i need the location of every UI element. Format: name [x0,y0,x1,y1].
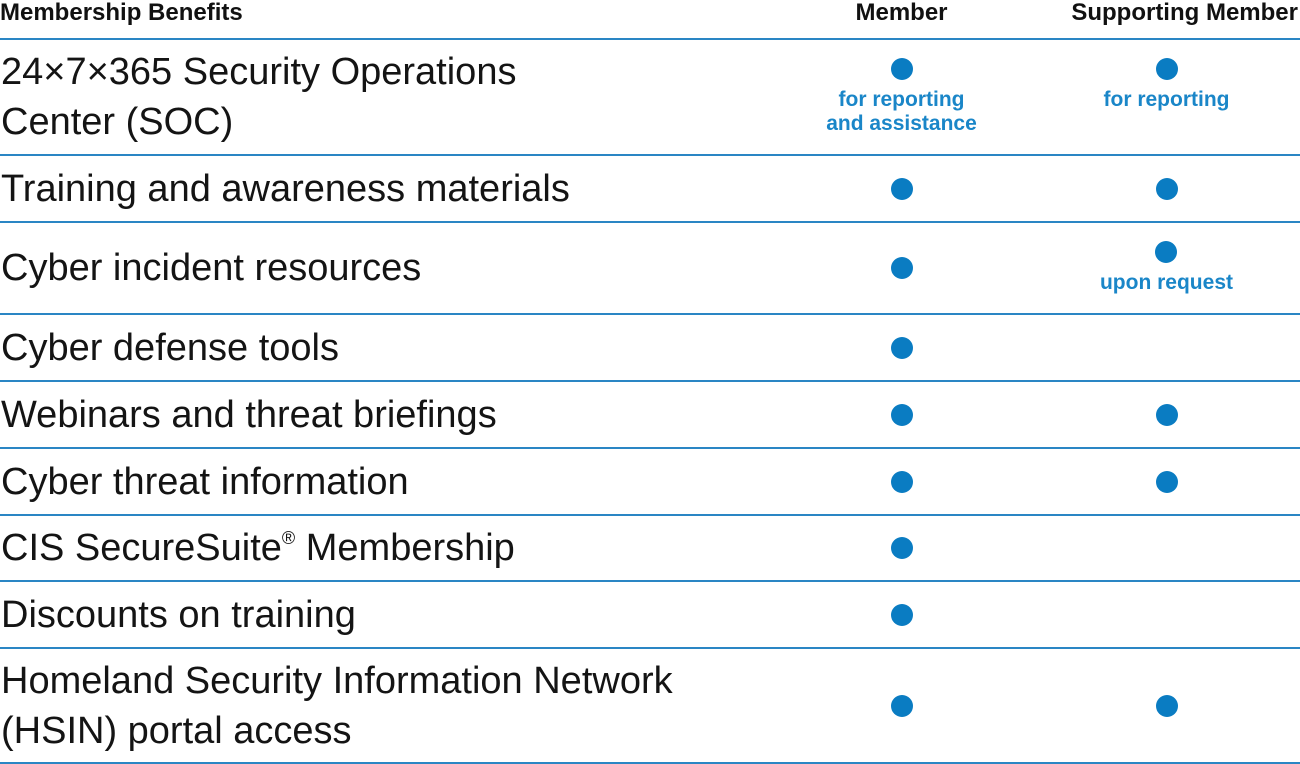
member-cell [770,448,1033,516]
benefit-label: Cyber incident resources [0,222,770,315]
benefit-label-line: (HSIN) portal access [1,709,352,752]
included-dot-icon [890,336,913,359]
table-row: Discounts on training [0,581,1300,649]
column-header-supporting-member: Supporting Member [1033,0,1300,40]
column-header-member: Member [770,0,1033,40]
supporting-cell: upon request [1033,222,1300,315]
member-cell [770,648,1033,764]
member-cell: for reporting and assistance [770,39,1033,156]
benefit-label: Homeland Security Information Network (H… [0,648,770,764]
supporting-cell [1033,381,1300,449]
included-dot-icon [890,257,913,279]
included-dot-icon [890,537,913,559]
table-row: Webinars and threat briefings [0,381,1300,449]
benefit-label: Training and awareness materials [0,155,770,223]
supporting-cell [1033,155,1300,223]
member-cell [770,515,1033,582]
included-dot-icon [890,470,913,493]
included-dot-icon [890,403,913,426]
included-dot-icon [1155,470,1178,493]
supporting-note: upon request [1099,271,1233,294]
table-row: Homeland Security Information Network (H… [0,648,1300,764]
benefit-label-line: Homeland Security Information Network [1,659,673,702]
included-dot-icon [890,58,913,80]
included-dot-icon [1155,58,1178,80]
included-dot-icon [1155,177,1178,200]
supporting-cell [1033,581,1300,649]
included-dot-icon [1155,403,1178,426]
benefit-label: Discounts on training [0,581,770,649]
member-cell [770,222,1033,315]
table-row: Cyber defense tools [0,314,1300,382]
included-dot-icon [1155,694,1178,717]
member-cell [770,155,1033,223]
included-dot-icon [890,177,913,200]
table-row: Cyber threat information [0,448,1300,516]
table-header-row: Membership Benefits Member Supporting Me… [0,0,1300,40]
member-cell [770,581,1033,649]
supporting-note: for reporting [1103,88,1230,111]
table-row: Cyber incident resources upon request [0,222,1300,315]
benefit-label: Cyber defense tools [0,314,770,382]
included-dot-icon [1155,241,1178,263]
column-header-benefits: Membership Benefits [0,0,770,40]
included-dot-icon [890,603,913,626]
included-dot-icon [890,694,913,717]
member-note: for reporting and assistance [826,88,977,135]
table-row: Training and awareness materials [0,155,1300,223]
member-cell [770,314,1033,382]
registered-mark: ® [281,528,296,548]
benefit-label: 24×7×365 Security Operations Center (SOC… [0,39,770,156]
benefit-label: CIS SecureSuite® Membership [0,515,770,582]
benefit-label-line: Center (SOC) [1,101,234,143]
supporting-cell: for reporting [1033,39,1300,156]
supporting-cell [1033,314,1300,382]
benefit-label: Webinars and threat briefings [0,381,770,449]
supporting-cell [1033,515,1300,582]
benefit-label: Cyber threat information [0,448,770,516]
table-row: 24×7×365 Security Operations Center (SOC… [0,39,1300,156]
supporting-cell [1033,648,1300,764]
benefit-label-line: 24×7×365 Security Operations [1,51,517,93]
table-row: CIS SecureSuite® Membership [0,515,1300,582]
supporting-cell [1033,448,1300,516]
member-cell [770,381,1033,449]
